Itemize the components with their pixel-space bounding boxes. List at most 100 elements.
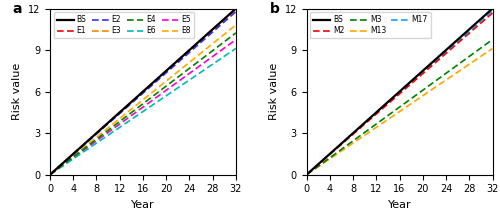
E8 <box>160 82 166 85</box>
BS <box>464 30 469 33</box>
Line: E5: E5 <box>50 40 236 175</box>
BS <box>47 173 53 176</box>
E2 <box>188 50 194 52</box>
E2 <box>233 10 239 13</box>
M3 <box>315 165 321 168</box>
M3 <box>304 173 310 176</box>
E3 <box>47 173 53 176</box>
Line: E1: E1 <box>50 9 236 175</box>
BS <box>58 163 64 166</box>
Line: M3: M3 <box>306 40 492 175</box>
M13 <box>464 65 469 67</box>
E1 <box>233 7 239 10</box>
E2 <box>207 33 213 36</box>
Text: a: a <box>13 2 22 16</box>
M17 <box>422 69 428 72</box>
E1 <box>160 73 166 75</box>
Legend: BS, E1, E2, E3, E4, E6, E5, E8: BS, E1, E2, E3, E4, E6, E5, E8 <box>54 12 194 38</box>
E8 <box>155 86 161 89</box>
BS <box>416 73 422 75</box>
E5 <box>155 95 161 98</box>
E6 <box>188 78 194 80</box>
E5 <box>160 91 166 94</box>
BS <box>160 73 166 75</box>
E2 <box>160 74 166 77</box>
E2 <box>166 69 172 72</box>
E8 <box>47 173 53 176</box>
BS <box>166 68 172 70</box>
M17 <box>304 173 310 176</box>
E1 <box>47 173 53 176</box>
M3 <box>416 91 422 94</box>
E1 <box>58 163 64 166</box>
M13 <box>416 97 422 99</box>
M2 <box>416 75 422 78</box>
M13 <box>304 173 310 176</box>
M3 <box>464 57 469 60</box>
E8 <box>166 78 172 81</box>
BS <box>412 77 418 79</box>
E1 <box>166 68 172 70</box>
Text: b: b <box>270 2 280 16</box>
BS <box>304 173 310 176</box>
Y-axis label: Risk value: Risk value <box>269 63 279 120</box>
BS <box>444 47 450 50</box>
E2 <box>47 173 53 176</box>
E6 <box>47 173 53 176</box>
X-axis label: Year: Year <box>131 200 155 210</box>
E8 <box>233 24 239 26</box>
M13 <box>412 100 418 103</box>
E5 <box>166 87 172 90</box>
E3 <box>58 163 64 166</box>
E4 <box>188 66 194 68</box>
Line: BS: BS <box>50 9 236 175</box>
BS <box>155 77 161 79</box>
M17 <box>315 163 321 166</box>
M13 <box>422 93 428 95</box>
E3 <box>233 9 239 11</box>
E6 <box>160 97 166 99</box>
M3 <box>490 38 496 41</box>
E4 <box>233 32 239 34</box>
E5 <box>47 173 53 176</box>
E5 <box>207 57 213 60</box>
M3 <box>444 71 450 73</box>
Line: BS: BS <box>306 9 492 175</box>
Legend: BS, M2, M3, M13, M17: BS, M2, M3, M13, M17 <box>310 12 430 38</box>
M17 <box>416 74 422 76</box>
E4 <box>207 51 213 54</box>
E1 <box>155 77 161 79</box>
Y-axis label: Risk value: Risk value <box>12 63 22 120</box>
M3 <box>422 87 428 90</box>
M2 <box>304 173 310 176</box>
E4 <box>47 173 53 176</box>
M2 <box>412 79 418 82</box>
Line: E3: E3 <box>50 10 236 175</box>
E3 <box>166 68 172 71</box>
E5 <box>188 71 194 73</box>
E1 <box>188 47 194 50</box>
E6 <box>58 166 64 168</box>
BS <box>188 47 194 50</box>
E4 <box>166 83 172 86</box>
Line: E8: E8 <box>50 25 236 175</box>
BS <box>207 30 213 33</box>
E3 <box>188 48 194 51</box>
E2 <box>58 163 64 166</box>
M17 <box>464 32 469 35</box>
E5 <box>233 38 239 41</box>
E4 <box>160 87 166 90</box>
E6 <box>233 47 239 50</box>
Line: E6: E6 <box>50 48 236 175</box>
Line: M17: M17 <box>306 11 492 175</box>
E8 <box>188 60 194 62</box>
M13 <box>315 166 321 168</box>
BS <box>422 68 428 70</box>
E8 <box>207 45 213 47</box>
M2 <box>490 12 496 14</box>
BS <box>315 163 321 166</box>
BS <box>490 7 496 10</box>
Line: M13: M13 <box>306 48 492 175</box>
E6 <box>166 93 172 95</box>
M2 <box>464 34 469 37</box>
